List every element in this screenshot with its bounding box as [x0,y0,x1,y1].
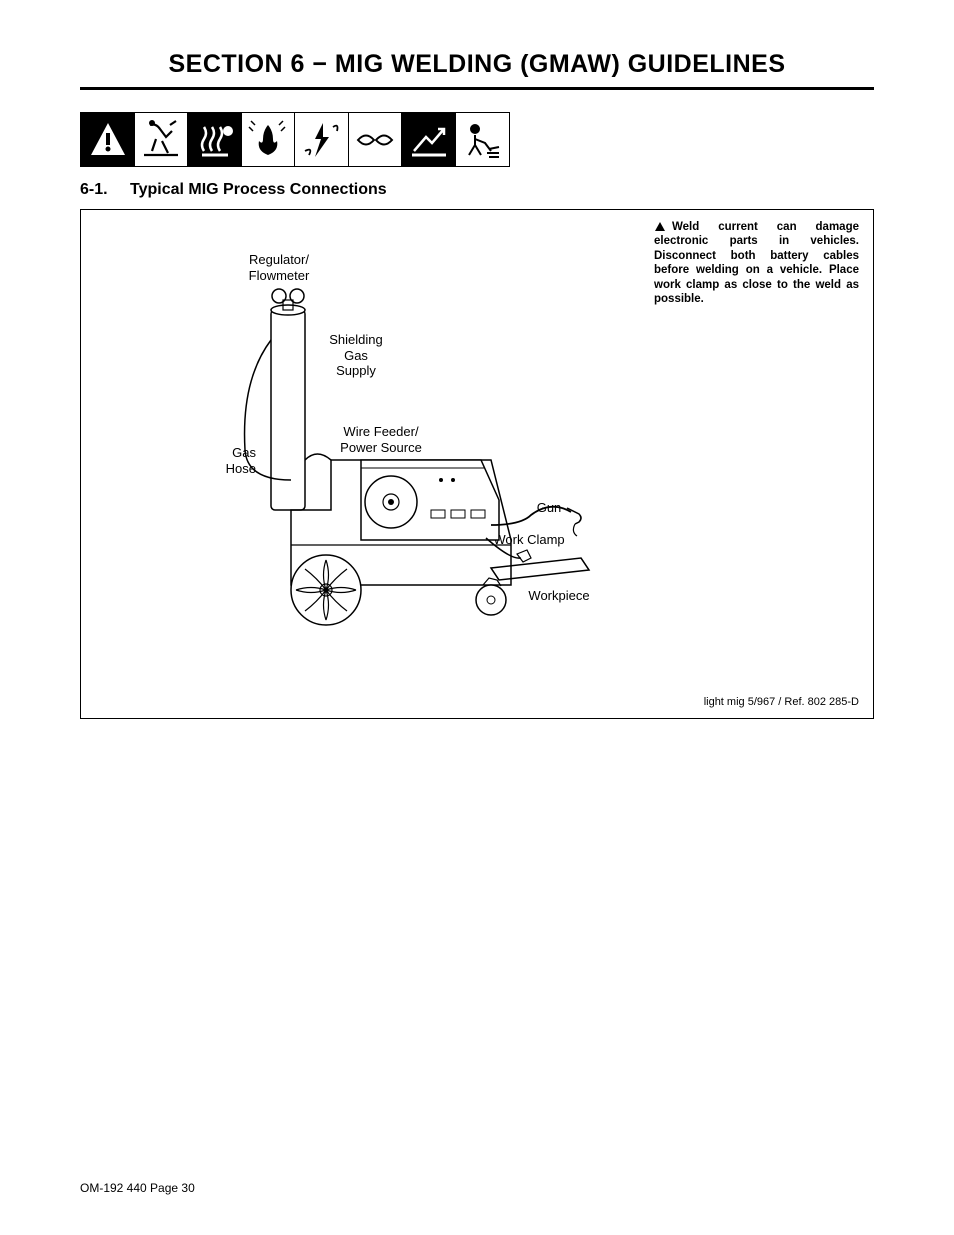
warning-triangle-small-icon [654,221,666,233]
figure-container: Weld current can damage electronic parts… [80,209,874,719]
subsection-number: 6-1. [80,181,130,199]
eye-protection-icon [348,112,403,167]
fumes-icon [187,112,242,167]
welding-arc-icon [455,112,510,167]
trip-hazard-icon [134,112,189,167]
subsection-heading: 6-1. Typical MIG Process Connections [80,181,874,199]
hot-surface-icon [401,112,456,167]
fire-icon [241,112,296,167]
mig-diagram [231,280,591,640]
label-regulator: Regulator/Flowmeter [239,252,319,283]
warning-triangle-icon [80,112,135,167]
electric-shock-icon [294,112,349,167]
warning-body: Weld current can damage electronic parts… [654,221,859,305]
hazard-icon-row [80,112,874,167]
section-title: SECTION 6 − MIG WELDING (GMAW) GUIDELINE… [80,50,874,90]
figure-reference: light mig 5/967 / Ref. 802 285-D [704,696,859,708]
subsection-title: Typical MIG Process Connections [130,181,387,199]
warning-text: Weld current can damage electronic parts… [654,220,859,306]
page-footer: OM-192 440 Page 30 [80,1181,195,1195]
